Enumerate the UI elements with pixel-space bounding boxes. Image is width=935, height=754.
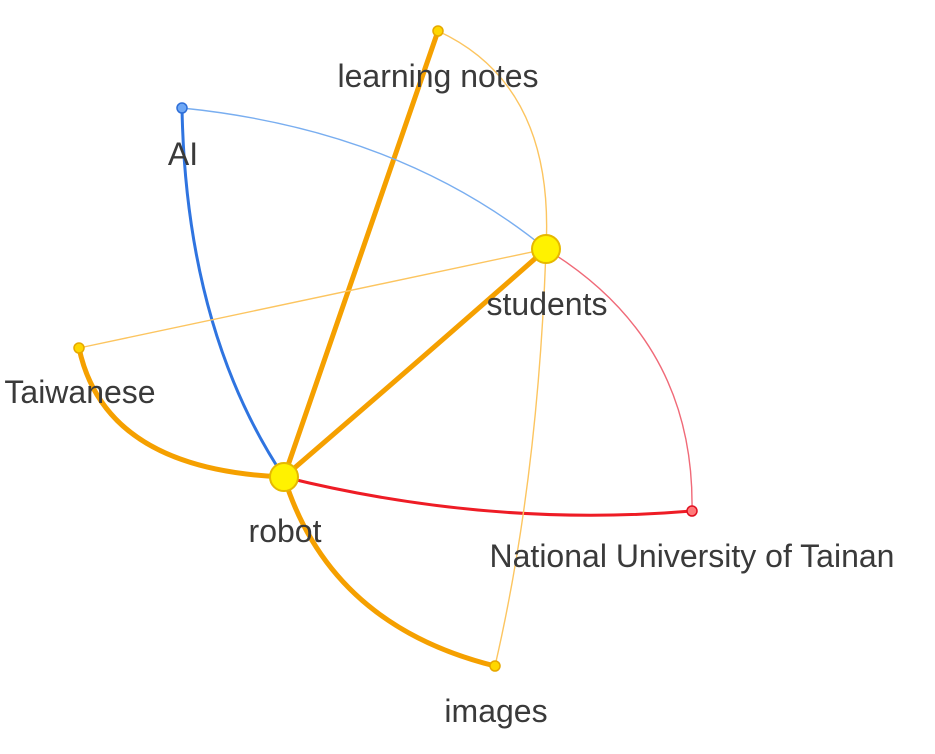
- edge-robot-ai: [180, 106, 286, 479]
- label-students: students: [487, 286, 608, 322]
- edge-students-nut: [545, 248, 693, 512]
- label-learning-notes: learning notes: [337, 58, 538, 94]
- node-robot[interactable]: [269, 462, 299, 492]
- node-taiwanese[interactable]: [73, 342, 85, 354]
- labels-layer: learning notes AI students Taiwanese rob…: [4, 58, 894, 729]
- nodes-layer: [73, 25, 698, 672]
- node-nut[interactable]: [686, 505, 698, 517]
- edge-robot-students: [281, 246, 549, 480]
- edge-robot-learning-notes: [281, 28, 441, 480]
- label-images: images: [444, 693, 547, 729]
- node-learning-notes[interactable]: [432, 25, 444, 37]
- label-ai: AI: [168, 136, 198, 172]
- node-images[interactable]: [489, 660, 501, 672]
- edge-robot-images: [281, 474, 498, 669]
- node-ai[interactable]: [176, 102, 188, 114]
- edge-students-learning-notes: [437, 30, 548, 250]
- edge-students-images: [494, 248, 547, 667]
- edges-layer: [76, 28, 694, 669]
- label-taiwanese: Taiwanese: [4, 374, 155, 410]
- label-national-university-of-tainan: National University of Tainan: [490, 538, 895, 574]
- label-robot: robot: [249, 513, 322, 549]
- edge-students-taiwanese: [78, 248, 547, 349]
- node-students[interactable]: [531, 234, 561, 264]
- edge-robot-taiwanese: [76, 345, 287, 480]
- edge-robot-nut: [282, 475, 694, 517]
- edge-students-ai: [181, 107, 547, 250]
